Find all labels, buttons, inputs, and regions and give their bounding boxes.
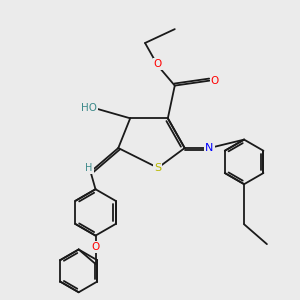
Text: N: N: [205, 143, 214, 153]
Text: H: H: [85, 163, 93, 173]
Text: O: O: [92, 242, 100, 252]
Text: O: O: [154, 59, 162, 69]
Text: O: O: [211, 76, 219, 85]
Text: S: S: [154, 163, 161, 173]
Text: HO: HO: [81, 103, 97, 113]
